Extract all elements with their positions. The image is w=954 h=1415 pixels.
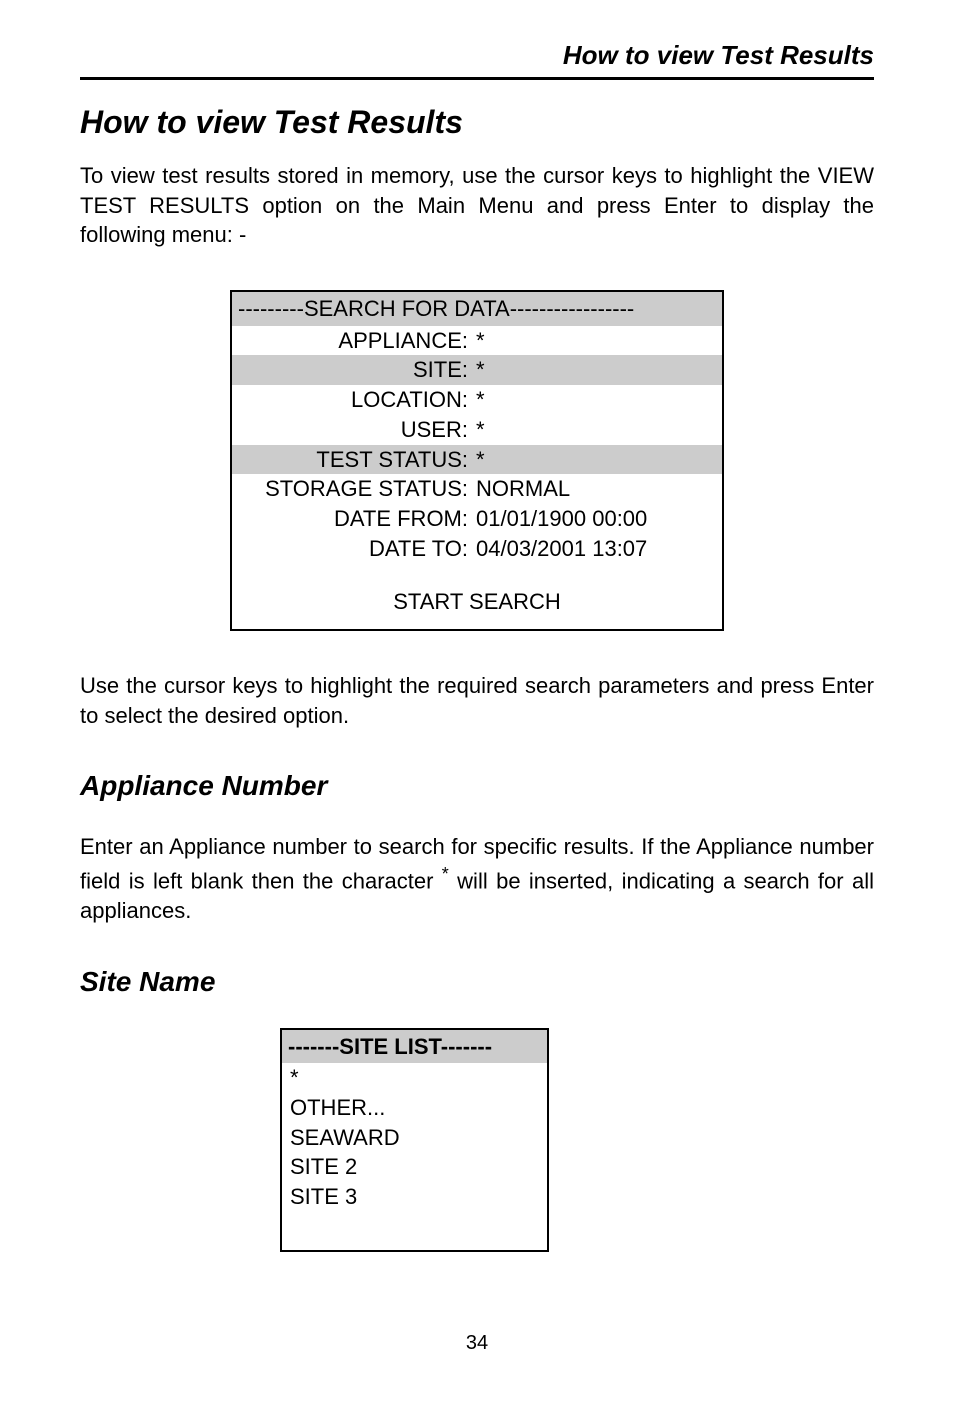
label-date-to: DATE TO: bbox=[238, 534, 476, 564]
search-for-data-panel: ---------SEARCH FOR DATA----------------… bbox=[230, 290, 724, 631]
row-site: SITE: * bbox=[232, 355, 722, 385]
row-date-from: DATE FROM: 01/01/1900 00:00 bbox=[232, 504, 722, 534]
appliance-paragraph: Enter an Appliance number to search for … bbox=[80, 832, 874, 925]
site-item-star: * bbox=[290, 1063, 539, 1093]
value-date-to: 04/03/2001 13:07 bbox=[476, 534, 716, 564]
label-test-status: TEST STATUS: bbox=[238, 445, 476, 475]
intro-paragraph: To view test results stored in memory, u… bbox=[80, 161, 874, 250]
label-location: LOCATION: bbox=[238, 385, 476, 415]
site-item-site2: SITE 2 bbox=[290, 1152, 539, 1182]
running-header: How to view Test Results bbox=[80, 40, 874, 80]
site-item-seaward: SEAWARD bbox=[290, 1123, 539, 1153]
label-storage-status: STORAGE STATUS: bbox=[238, 474, 476, 504]
row-appliance: APPLIANCE: * bbox=[232, 326, 722, 356]
site-name-heading: Site Name bbox=[80, 966, 874, 998]
value-site: * bbox=[476, 355, 716, 385]
search-panel-title: ---------SEARCH FOR DATA----------------… bbox=[232, 292, 722, 326]
row-test-status: TEST STATUS: * bbox=[232, 445, 722, 475]
value-date-from: 01/01/1900 00:00 bbox=[476, 504, 716, 534]
appliance-number-heading: Appliance Number bbox=[80, 770, 874, 802]
site-list-panel: -------SITE LIST------- * OTHER... SEAWA… bbox=[280, 1028, 549, 1252]
label-site: SITE: bbox=[238, 355, 476, 385]
value-location: * bbox=[476, 385, 716, 415]
row-date-to: DATE TO: 04/03/2001 13:07 bbox=[232, 534, 722, 564]
value-appliance: * bbox=[476, 326, 716, 356]
start-search-label: START SEARCH bbox=[232, 585, 722, 619]
site-item-other: OTHER... bbox=[290, 1093, 539, 1123]
page-title: How to view Test Results bbox=[80, 104, 874, 141]
asterisk-icon: * bbox=[442, 864, 449, 884]
use-cursor-paragraph: Use the cursor keys to highlight the req… bbox=[80, 671, 874, 730]
value-test-status: * bbox=[476, 445, 716, 475]
row-storage-status: STORAGE STATUS: NORMAL bbox=[232, 474, 722, 504]
site-item-site3: SITE 3 bbox=[290, 1182, 539, 1212]
site-list-title: -------SITE LIST------- bbox=[282, 1030, 547, 1064]
row-location: LOCATION: * bbox=[232, 385, 722, 415]
page-number: 34 bbox=[80, 1332, 874, 1355]
label-user: USER: bbox=[238, 415, 476, 445]
row-user: USER: * bbox=[232, 415, 722, 445]
value-user: * bbox=[476, 415, 716, 445]
value-storage-status: NORMAL bbox=[476, 474, 716, 504]
label-appliance: APPLIANCE: bbox=[238, 326, 476, 356]
label-date-from: DATE FROM: bbox=[238, 504, 476, 534]
